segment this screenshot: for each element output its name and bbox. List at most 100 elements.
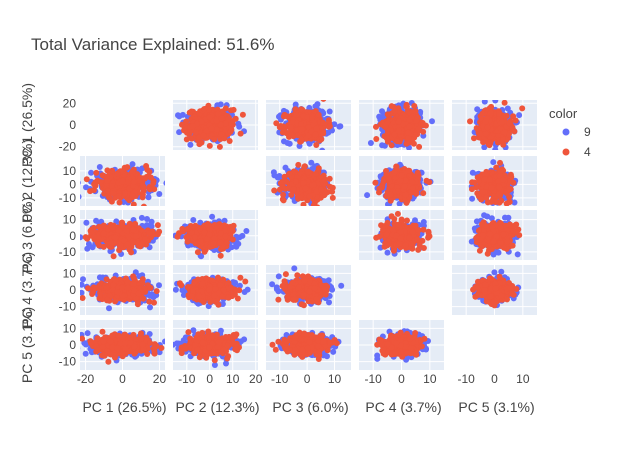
data-point-4 xyxy=(298,126,305,133)
data-point-9 xyxy=(156,191,163,197)
data-point-4 xyxy=(329,188,336,195)
data-point-4 xyxy=(302,185,309,192)
points-group xyxy=(364,161,434,206)
data-point-4 xyxy=(229,118,236,124)
data-point-4 xyxy=(109,183,115,189)
data-point-9 xyxy=(381,142,388,149)
data-point-4 xyxy=(384,111,391,118)
data-point-4 xyxy=(376,185,383,192)
data-point-9 xyxy=(367,140,374,146)
data-point-4 xyxy=(279,183,286,190)
data-point-4 xyxy=(420,122,427,129)
data-point-4 xyxy=(83,176,90,183)
data-point-4 xyxy=(183,118,190,125)
data-point-4 xyxy=(290,186,297,193)
data-point-9 xyxy=(138,214,145,221)
data-point-4 xyxy=(139,194,146,201)
data-point-4 xyxy=(477,130,484,137)
data-point-4 xyxy=(320,100,327,102)
data-point-4 xyxy=(284,113,291,120)
data-point-4 xyxy=(315,111,322,118)
data-point-9 xyxy=(176,129,183,136)
data-point-4 xyxy=(471,179,478,186)
panel-r2-c1 xyxy=(80,156,165,206)
data-point-9 xyxy=(145,194,152,201)
points-group xyxy=(80,161,165,206)
panel-r1-c5 xyxy=(452,100,537,150)
data-point-4 xyxy=(469,186,475,193)
data-point-4 xyxy=(373,123,379,130)
data-point-4 xyxy=(404,140,411,146)
data-point-4 xyxy=(119,178,126,185)
data-point-9 xyxy=(429,118,435,125)
data-point-4 xyxy=(213,126,220,133)
data-point-4 xyxy=(329,194,336,201)
data-point-4 xyxy=(497,159,503,166)
data-point-4 xyxy=(387,191,394,198)
data-point-9 xyxy=(80,234,84,241)
points-group xyxy=(273,100,344,150)
data-point-4 xyxy=(273,120,280,127)
y-tick-label: -20 xyxy=(59,140,77,154)
data-point-4 xyxy=(193,129,200,136)
data-point-4 xyxy=(313,125,320,132)
data-point-4 xyxy=(124,179,131,186)
data-point-4 xyxy=(413,189,420,196)
data-point-4 xyxy=(391,169,398,176)
data-point-9 xyxy=(187,141,194,148)
data-point-4 xyxy=(411,103,418,109)
data-point-4 xyxy=(497,125,504,132)
data-point-4 xyxy=(108,198,115,205)
points-group xyxy=(80,214,163,260)
data-point-9 xyxy=(481,100,488,105)
data-point-4 xyxy=(130,201,137,206)
data-point-4 xyxy=(110,190,117,197)
data-point-4 xyxy=(300,201,307,206)
data-point-9 xyxy=(214,102,221,109)
data-point-4 xyxy=(215,110,222,117)
data-point-4 xyxy=(279,179,286,185)
data-point-9 xyxy=(511,199,518,206)
data-point-4 xyxy=(186,109,193,116)
data-point-4 xyxy=(488,184,495,191)
data-point-4 xyxy=(208,125,215,132)
data-point-4 xyxy=(237,130,244,137)
data-point-9 xyxy=(188,158,194,164)
data-point-9 xyxy=(96,164,103,170)
data-point-4 xyxy=(416,143,423,150)
panel-r1-c2 xyxy=(157,100,258,164)
data-point-4 xyxy=(495,138,501,145)
data-point-9 xyxy=(148,218,155,225)
data-point-4 xyxy=(420,128,427,135)
data-point-9 xyxy=(492,100,499,104)
data-point-4 xyxy=(310,181,317,188)
data-point-9 xyxy=(469,169,476,176)
data-point-9 xyxy=(306,206,312,212)
data-point-4 xyxy=(320,130,327,137)
data-point-4 xyxy=(410,140,417,147)
data-point-4 xyxy=(383,171,390,178)
data-point-9 xyxy=(157,118,163,124)
data-point-4 xyxy=(150,180,157,187)
data-point-4 xyxy=(487,109,494,116)
data-point-4 xyxy=(409,185,416,191)
data-point-4 xyxy=(373,136,380,142)
data-point-4 xyxy=(414,169,421,176)
data-point-4 xyxy=(506,199,513,205)
data-point-4 xyxy=(196,141,203,148)
data-point-4 xyxy=(230,106,237,113)
data-point-4 xyxy=(500,141,507,148)
data-point-4 xyxy=(114,170,121,177)
points-group xyxy=(468,159,519,206)
data-point-4 xyxy=(218,121,224,128)
data-point-4 xyxy=(281,173,288,180)
data-point-4 xyxy=(509,124,516,131)
data-point-4 xyxy=(211,136,218,143)
points-group xyxy=(467,100,526,150)
data-point-4 xyxy=(203,127,210,134)
data-point-9 xyxy=(326,108,333,115)
data-point-4 xyxy=(506,120,513,127)
data-point-4 xyxy=(492,199,499,205)
data-point-4 xyxy=(471,135,477,142)
data-point-4 xyxy=(387,197,394,204)
